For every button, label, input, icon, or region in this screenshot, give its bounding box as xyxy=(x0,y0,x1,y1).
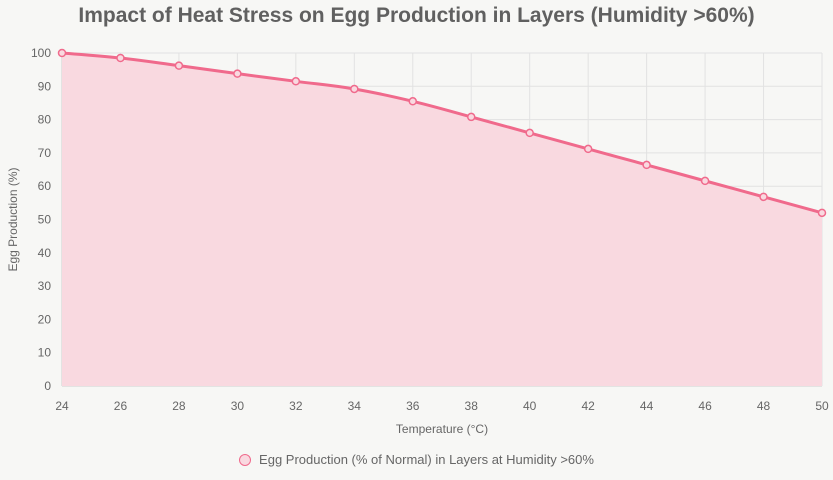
data-point[interactable] xyxy=(817,208,827,218)
x-tick-label: 26 xyxy=(114,399,128,413)
x-tick-label: 28 xyxy=(172,399,186,413)
y-tick-label: 40 xyxy=(38,246,52,260)
x-tick-label: 46 xyxy=(698,399,712,413)
legend[interactable]: Egg Production (% of Normal) in Layers a… xyxy=(0,452,833,467)
data-point[interactable] xyxy=(759,192,768,202)
series-line xyxy=(61,51,823,215)
y-tick-label: 70 xyxy=(38,146,52,160)
x-tick-label: 36 xyxy=(406,399,420,413)
y-tick-label: 80 xyxy=(38,113,52,127)
y-tick-label: 0 xyxy=(44,379,51,393)
data-point[interactable] xyxy=(642,160,651,170)
series-points xyxy=(57,48,827,218)
data-point[interactable] xyxy=(350,84,359,94)
x-tick-label: 48 xyxy=(757,399,771,413)
x-tick-label: 34 xyxy=(348,399,362,413)
y-tick-label: 20 xyxy=(38,312,52,326)
x-tick-label: 32 xyxy=(289,399,303,413)
data-point[interactable] xyxy=(57,48,67,58)
x-axis-ticks: 24 26 28 30 32 34 36 38 40 42 44 46 48 50 xyxy=(55,399,829,413)
y-tick-label: 90 xyxy=(38,79,52,93)
data-point[interactable] xyxy=(233,69,242,78)
series-area xyxy=(62,53,822,386)
data-point[interactable] xyxy=(174,61,184,70)
legend-label: Egg Production (% of Normal) in Layers a… xyxy=(259,452,594,467)
chart-svg: 24 26 28 30 32 34 36 38 40 42 44 46 48 50 0 10 20 30 40 50… xyxy=(6,46,829,436)
data-point[interactable] xyxy=(583,144,593,154)
data-point[interactable] xyxy=(116,53,125,63)
data-point[interactable] xyxy=(408,97,418,106)
x-tick-label: 40 xyxy=(523,399,537,413)
y-tick-label: 60 xyxy=(38,179,52,193)
y-tick-label: 100 xyxy=(31,46,51,60)
y-axis-ticks: 0 10 20 30 40 50 60 70 80 90 100 xyxy=(31,46,51,393)
x-tick-label: 42 xyxy=(581,399,595,413)
x-axis-title: Temperature (°C) xyxy=(396,422,488,436)
chart-title: Impact of Heat Stress on Egg Production … xyxy=(78,4,755,27)
data-point[interactable] xyxy=(291,77,301,86)
x-tick-label: 30 xyxy=(231,399,245,413)
x-tick-label: 24 xyxy=(55,399,69,413)
x-tick-label: 50 xyxy=(815,399,829,413)
data-point[interactable] xyxy=(700,176,710,186)
legend-swatch xyxy=(239,453,252,466)
data-point[interactable] xyxy=(525,128,534,138)
y-tick-label: 10 xyxy=(38,346,52,360)
y-tick-label: 30 xyxy=(38,279,52,293)
y-tick-label: 50 xyxy=(38,213,52,227)
data-point[interactable] xyxy=(466,112,476,122)
y-axis-title: Egg Production (%) xyxy=(6,167,20,271)
x-tick-label: 44 xyxy=(640,399,654,413)
x-tick-label: 38 xyxy=(465,399,479,413)
